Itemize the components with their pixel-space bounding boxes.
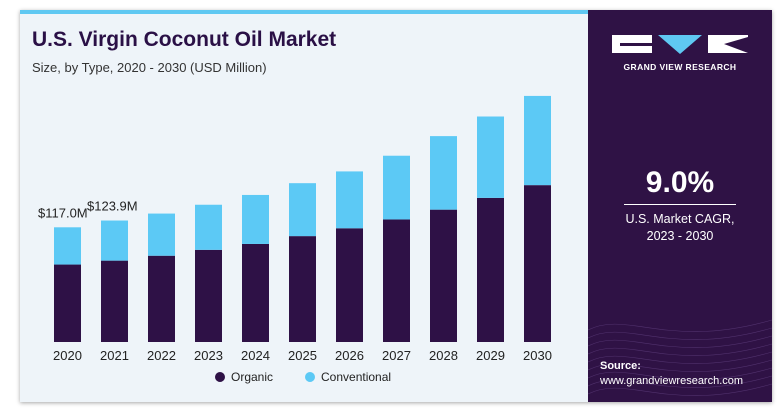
- chart-title: U.S. Virgin Coconut Oil Market: [32, 28, 337, 51]
- bar-organic-2026: [336, 228, 363, 342]
- chart-subtitle: Size, by Type, 2020 - 2030 (USD Million): [32, 60, 267, 75]
- x-tick-label: 2026: [335, 348, 364, 363]
- bar-conventional-2028: [430, 136, 457, 210]
- bar-conventional-2026: [336, 171, 363, 229]
- bar-organic-2020: [54, 264, 81, 342]
- cagr-value: 9.0%: [645, 166, 715, 199]
- legend-swatch-conventional: [305, 372, 315, 382]
- source-title: Source:: [600, 360, 641, 372]
- bar-organic-2022: [148, 255, 175, 342]
- bar-conventional-2020: [54, 227, 81, 265]
- data-label-2021: $123.9M: [87, 199, 138, 214]
- bar-organic-2021: [101, 260, 128, 342]
- bar-organic-2030: [524, 185, 551, 342]
- x-tick-label: 2027: [382, 348, 411, 363]
- x-tick-label: 2030: [523, 348, 552, 363]
- bar-organic-2027: [383, 219, 410, 342]
- bar-organic-2025: [289, 236, 316, 342]
- cagr-label-line1: U.S. Market CAGR,: [625, 212, 735, 226]
- bar-conventional-2021: [101, 220, 128, 261]
- bar-conventional-2023: [195, 204, 222, 250]
- x-tick-label: 2023: [194, 348, 223, 363]
- cagr-label: U.S. Market CAGR, 2023 - 2030: [588, 211, 772, 245]
- bar-organic-2028: [430, 209, 457, 342]
- x-tick-label: 2021: [100, 348, 129, 363]
- bar-conventional-2030: [524, 95, 551, 186]
- x-tick-label: 2024: [241, 348, 270, 363]
- cagr-divider: [624, 204, 736, 205]
- x-tick-label: 2028: [429, 348, 458, 363]
- bar-conventional-2029: [477, 116, 504, 198]
- bar-organic-2024: [242, 243, 269, 342]
- source-url: www.grandviewresearch.com: [600, 375, 744, 387]
- legend-label-conventional: Conventional: [321, 370, 391, 384]
- brand-name: GRAND VIEW RESEARCH: [623, 62, 737, 72]
- infographic-card: U.S. Virgin Coconut Oil Market Size, by …: [20, 10, 772, 402]
- x-tick-label: 2029: [476, 348, 505, 363]
- stacked-bar-chart: 2020 2021 2022 2023 2024 2025 2026 2027 2028 2029…: [38, 95, 552, 384]
- bar-conventional-2024: [242, 194, 269, 244]
- decorative-wave-pattern: [588, 319, 772, 396]
- bar-conventional-2027: [383, 155, 410, 220]
- bar-organic-2029: [477, 197, 504, 342]
- x-tick-label: 2020: [53, 348, 82, 363]
- x-tick-label: 2022: [147, 348, 176, 363]
- x-tick-label: 2025: [288, 348, 317, 363]
- data-label-2020: $117.0M: [38, 205, 88, 220]
- cagr-label-line2: 2023 - 2030: [646, 229, 714, 243]
- bar-conventional-2022: [148, 213, 175, 256]
- legend-label-organic: Organic: [231, 370, 273, 384]
- bar-organic-2023: [195, 249, 222, 342]
- legend-swatch-organic: [215, 372, 225, 382]
- chart-panel: U.S. Virgin Coconut Oil Market Size, by …: [20, 10, 588, 402]
- bar-conventional-2025: [289, 183, 316, 237]
- grand-view-research-logo: [612, 35, 748, 54]
- sidebar-panel: GRAND VIEW RESEARCH 9.0% U.S. Market CAG…: [588, 10, 772, 402]
